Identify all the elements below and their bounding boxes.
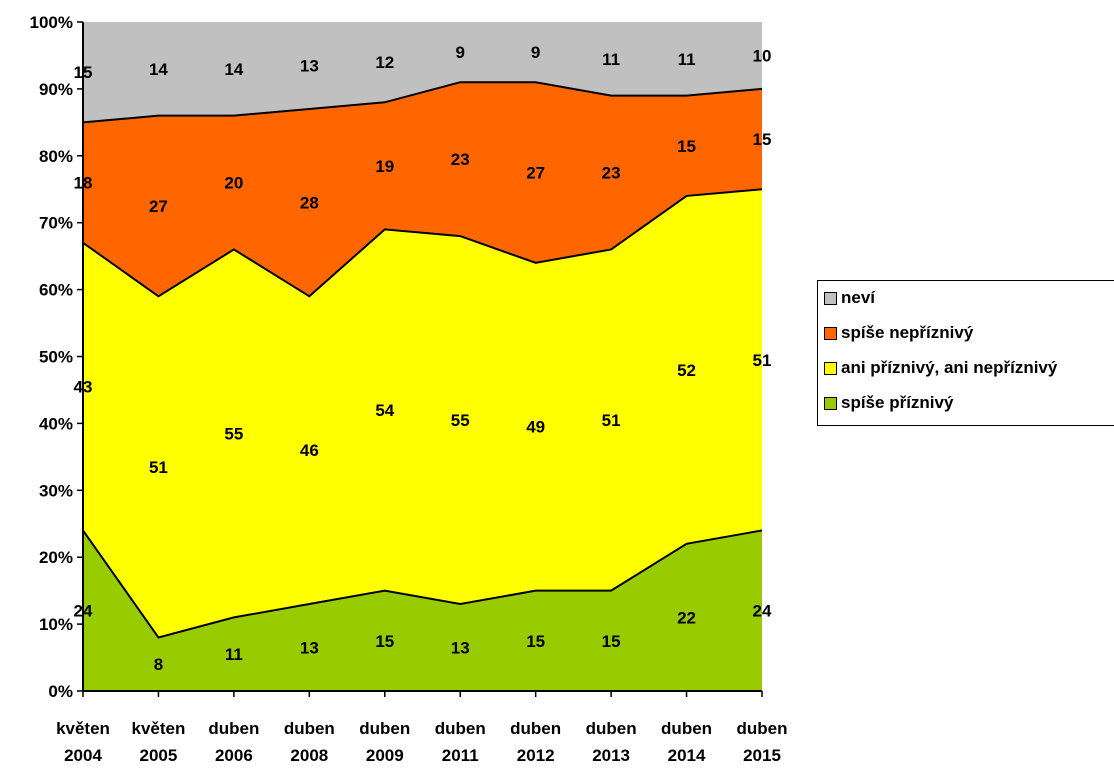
data-label-spise-priznivy: 8	[154, 655, 163, 674]
legend-item-ani-priznivy: ani příznivý, ani nepříznivý	[824, 357, 1057, 379]
data-label-ani-priznivy-ani-nepriznivy: 55	[451, 411, 470, 430]
legend: neví spíše nepříznivý ani příznivý, ani …	[817, 280, 1114, 426]
x-tick-label-month: duben	[284, 719, 335, 738]
data-label-ani-priznivy-ani-nepriznivy: 51	[149, 458, 168, 477]
data-label-nevi: 9	[455, 43, 464, 62]
x-tick-label-year: 2009	[366, 746, 404, 765]
x-tick-label-month: duben	[510, 719, 561, 738]
legend-item-spise-nepriznivy: spíše nepříznivý	[824, 322, 973, 344]
series-line-ani-priznivy-ani-nepriznivy	[82, 188, 763, 298]
x-tick-label-year: 2005	[140, 746, 178, 765]
data-label-spise-priznivy: 15	[375, 632, 394, 651]
x-tick-label-month: duben	[737, 719, 788, 738]
legend-label-nevi: neví	[841, 288, 876, 307]
data-label-ani-priznivy-ani-nepriznivy: 54	[375, 401, 394, 420]
x-tick-label-year: 2011	[442, 746, 479, 765]
data-label-spise-nepriznivy: 15	[677, 137, 696, 156]
x-tick-label-year: 2013	[592, 746, 630, 765]
y-tick-label: 60%	[39, 281, 73, 300]
y-tick-label: 10%	[39, 615, 73, 634]
data-label-spise-nepriznivy: 15	[753, 130, 772, 149]
legend-swatch-nevi	[824, 291, 837, 305]
legend-label-spise-priznivy: spíše příznivý	[841, 393, 954, 412]
data-label-spise-nepriznivy: 23	[451, 150, 470, 169]
data-label-spise-nepriznivy: 27	[526, 164, 545, 183]
y-tick-label: 80%	[39, 147, 73, 166]
y-tick-label: 40%	[39, 414, 73, 433]
data-label-nevi: 9	[531, 43, 540, 62]
area-nevi	[83, 22, 762, 123]
area-spise-nepriznivy	[83, 82, 762, 297]
series-line-spise-priznivy	[82, 529, 763, 639]
data-label-nevi: 13	[300, 56, 319, 75]
y-tick-label: 50%	[39, 348, 73, 367]
data-label-spise-nepriznivy: 23	[602, 164, 621, 183]
data-label-spise-nepriznivy: 19	[375, 157, 394, 176]
data-label-nevi: 11	[602, 50, 620, 69]
y-tick-label: 90%	[39, 80, 73, 99]
x-tick-label-month: duben	[359, 719, 410, 738]
data-label-spise-nepriznivy: 18	[74, 174, 93, 193]
data-label-spise-priznivy: 22	[677, 608, 696, 627]
x-tick-label-year: 2015	[743, 746, 781, 765]
legend-label-ani-priznivy: ani příznivý, ani nepříznivý	[841, 358, 1058, 377]
area-spise-priznivy	[83, 530, 762, 691]
x-tick-label-year: 2012	[517, 746, 555, 765]
x-tick-label-year: 2006	[215, 746, 253, 765]
data-label-nevi: 14	[224, 60, 243, 79]
area-ani-priznivy-ani-nepriznivy	[83, 189, 762, 638]
data-label-ani-priznivy-ani-nepriznivy: 49	[526, 418, 545, 437]
data-label-nevi: 10	[753, 46, 772, 65]
data-label-nevi: 12	[375, 53, 394, 72]
y-tick-label: 30%	[39, 481, 73, 500]
data-label-spise-priznivy: 15	[526, 632, 545, 651]
data-label-nevi: 15	[74, 63, 93, 82]
x-tick-label-year: 2004	[64, 746, 102, 765]
data-label-spise-priznivy: 13	[300, 639, 319, 658]
data-label-spise-priznivy: 24	[74, 602, 93, 621]
x-tick-label-month: květen	[132, 719, 186, 738]
legend-item-spise-priznivy: spíše příznivý	[824, 392, 953, 414]
x-tick-label-month: duben	[435, 719, 486, 738]
x-tick-label-year: 2014	[668, 746, 706, 765]
data-label-spise-priznivy: 15	[602, 632, 621, 651]
series-line-spise-nepriznivy	[82, 81, 763, 124]
data-label-ani-priznivy-ani-nepriznivy: 51	[602, 411, 621, 430]
y-tick-label: 20%	[39, 548, 73, 567]
y-tick-label: 70%	[39, 214, 73, 233]
data-label-nevi: 11	[678, 50, 696, 69]
data-label-ani-priznivy-ani-nepriznivy: 55	[224, 424, 243, 443]
x-tick-label-year: 2008	[290, 746, 328, 765]
data-label-ani-priznivy-ani-nepriznivy: 46	[300, 441, 319, 460]
data-label-spise-priznivy: 13	[451, 639, 470, 658]
data-label-nevi: 14	[149, 60, 168, 79]
data-label-ani-priznivy-ani-nepriznivy: 51	[753, 351, 772, 370]
y-tick-label: 100%	[30, 13, 73, 32]
legend-swatch-spise-nepriznivy	[824, 326, 837, 340]
legend-item-nevi: neví	[824, 287, 875, 309]
legend-swatch-spise-priznivy	[824, 396, 837, 410]
x-tick-label-month: duben	[208, 719, 259, 738]
data-label-spise-priznivy: 11	[225, 645, 243, 664]
x-tick-label-month: duben	[661, 719, 712, 738]
data-label-ani-priznivy-ani-nepriznivy: 43	[74, 378, 93, 397]
legend-swatch-ani-priznivy	[824, 361, 837, 375]
data-label-spise-nepriznivy: 20	[224, 174, 243, 193]
x-tick-label-month: květen	[56, 719, 110, 738]
y-tick-label: 0%	[48, 682, 73, 701]
data-label-ani-priznivy-ani-nepriznivy: 52	[677, 361, 696, 380]
data-label-spise-priznivy: 24	[753, 602, 772, 621]
legend-label-spise-nepriznivy: spíše nepříznivý	[841, 323, 974, 342]
data-label-spise-nepriznivy: 27	[149, 197, 168, 216]
x-tick-label-month: duben	[586, 719, 637, 738]
data-label-spise-nepriznivy: 28	[300, 194, 319, 213]
